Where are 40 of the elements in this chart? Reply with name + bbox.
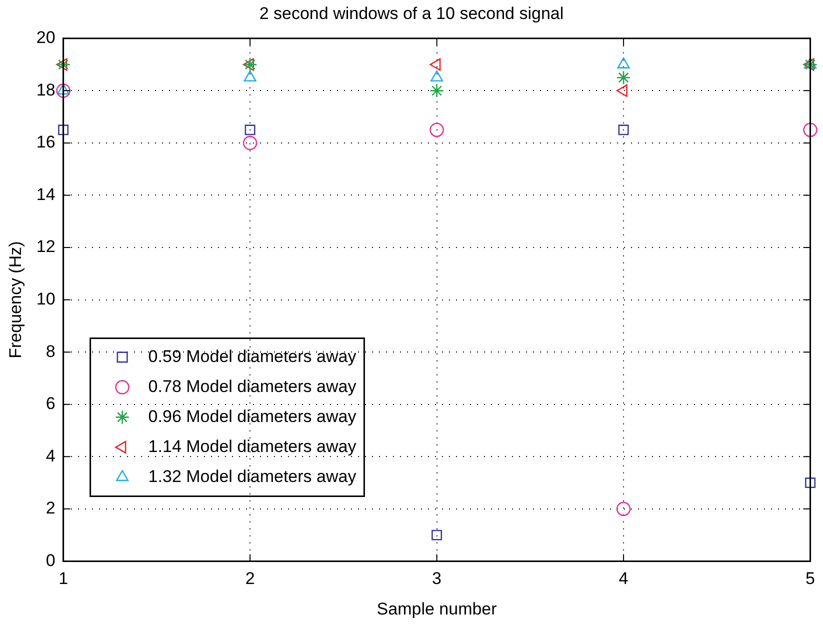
point <box>58 124 69 136</box>
legend-label: 0.78 Model diameters away <box>148 376 357 396</box>
x-axis-title: Sample number <box>376 599 498 618</box>
point <box>430 58 441 71</box>
x-tick-label: 4 <box>618 569 628 588</box>
y-tick-label: 12 <box>36 237 56 256</box>
point <box>57 84 70 95</box>
y-tick-label: 2 <box>46 498 56 518</box>
point <box>430 122 444 138</box>
y-tick-label: 14 <box>36 184 56 204</box>
point <box>616 502 631 516</box>
y-tick-label: 4 <box>46 446 56 466</box>
point <box>430 84 444 98</box>
x-tick-label: 1 <box>58 569 68 588</box>
y-tick-label: 10 <box>36 289 56 308</box>
y-tick-label: 18 <box>36 80 56 100</box>
point <box>242 57 258 72</box>
point <box>432 530 442 540</box>
x-tick-label: 5 <box>806 569 816 588</box>
point <box>56 84 70 98</box>
legend-label: 1.14 Model diameters away <box>148 436 357 456</box>
point <box>618 124 629 136</box>
point <box>616 70 631 85</box>
legend-label: 0.59 Model diameters away <box>148 346 357 366</box>
point <box>803 122 818 138</box>
point <box>244 124 256 136</box>
point <box>805 478 816 488</box>
point <box>242 136 258 150</box>
point <box>803 58 814 71</box>
chart-title: 2 second windows of a 10 second signal <box>259 4 564 23</box>
y-tick-label: 8 <box>46 342 56 361</box>
x-tick-label: 3 <box>432 569 442 588</box>
x-tick-label: 2 <box>245 569 255 588</box>
legend-label: 1.32 Model diameters away <box>148 466 357 486</box>
y-tick-label: 20 <box>36 28 56 48</box>
y-tick-label: 0 <box>46 550 56 570</box>
y-axis-title: Frequency (Hz) <box>6 241 25 358</box>
y-tick-label: 16 <box>36 132 56 152</box>
y-tick-label: 6 <box>46 394 56 414</box>
legend-label: 0.96 Model diameters away <box>148 406 357 426</box>
